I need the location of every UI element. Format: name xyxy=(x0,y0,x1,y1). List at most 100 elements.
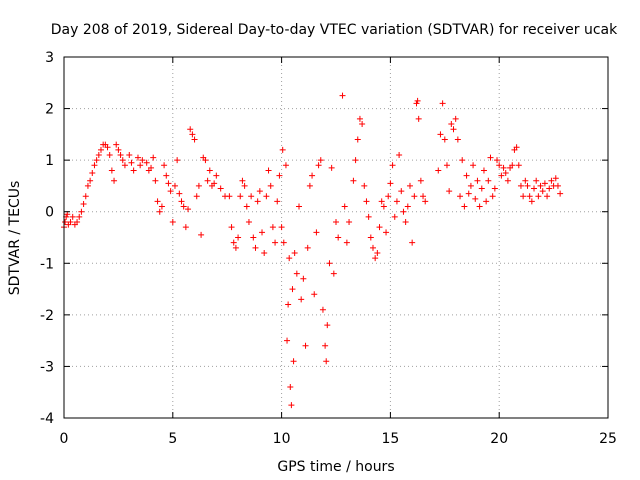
data-point xyxy=(409,239,416,246)
y-tick-label: 1 xyxy=(45,153,54,169)
data-point xyxy=(134,154,141,161)
data-point xyxy=(113,141,120,148)
x-tick-label: 25 xyxy=(599,431,617,447)
data-point xyxy=(383,229,390,236)
data-point xyxy=(437,131,444,138)
data-point xyxy=(193,193,200,200)
x-tick-label: 20 xyxy=(490,431,508,447)
data-point xyxy=(282,162,289,169)
data-point xyxy=(365,213,372,220)
data-point xyxy=(402,219,409,226)
data-point xyxy=(446,188,453,195)
y-tick-label: -4 xyxy=(40,411,54,427)
data-point xyxy=(454,136,461,143)
data-point xyxy=(323,358,330,365)
data-point xyxy=(293,270,300,277)
data-point xyxy=(150,154,157,161)
data-point xyxy=(465,190,472,197)
data-point xyxy=(279,146,286,153)
data-point xyxy=(298,296,305,303)
data-point xyxy=(452,115,459,122)
data-point xyxy=(250,234,257,241)
data-point xyxy=(385,193,392,200)
data-point xyxy=(513,144,520,151)
data-point xyxy=(165,180,172,187)
data-point xyxy=(417,177,424,184)
data-point xyxy=(265,167,272,174)
data-point xyxy=(306,182,313,189)
data-point xyxy=(317,157,324,164)
data-point xyxy=(280,239,287,246)
data-point xyxy=(443,162,450,169)
data-point xyxy=(535,193,542,200)
data-point xyxy=(232,244,239,251)
data-point xyxy=(502,170,509,177)
data-point xyxy=(74,219,81,226)
data-point xyxy=(137,162,144,169)
data-point xyxy=(435,167,442,174)
data-point xyxy=(533,177,540,184)
data-point xyxy=(93,157,100,164)
data-point xyxy=(158,203,165,210)
data-point xyxy=(291,249,298,256)
data-point xyxy=(311,291,318,298)
data-point xyxy=(289,286,296,293)
data-point xyxy=(339,92,346,99)
data-point xyxy=(315,162,322,169)
data-point xyxy=(272,239,279,246)
data-point xyxy=(235,234,242,241)
data-point xyxy=(161,162,168,169)
data-point xyxy=(217,185,224,192)
data-point xyxy=(330,270,337,277)
data-point xyxy=(287,384,294,391)
data-point xyxy=(546,185,553,192)
data-point xyxy=(80,200,87,207)
data-point xyxy=(380,203,387,210)
data-point xyxy=(237,193,244,200)
data-point xyxy=(290,358,297,365)
data-point xyxy=(374,249,381,256)
data-point xyxy=(472,195,479,202)
data-point xyxy=(548,177,555,184)
data-point xyxy=(450,126,457,133)
x-axis-label: GPS time / hours xyxy=(277,459,394,475)
data-point xyxy=(115,146,122,153)
data-point xyxy=(326,260,333,267)
data-point xyxy=(104,144,111,151)
data-point xyxy=(285,301,292,308)
data-point xyxy=(524,182,531,189)
data-point xyxy=(531,185,538,192)
data-point xyxy=(198,231,205,238)
data-point xyxy=(206,167,213,174)
data-point xyxy=(82,193,89,200)
data-point xyxy=(256,188,263,195)
data-point xyxy=(478,185,485,192)
data-point xyxy=(476,203,483,210)
data-point xyxy=(415,115,422,122)
data-point xyxy=(300,275,307,282)
data-point xyxy=(359,121,366,128)
y-tick-label: 0 xyxy=(45,205,54,221)
y-tick-label: -3 xyxy=(40,359,54,375)
data-point xyxy=(352,157,359,164)
data-point xyxy=(62,219,69,226)
data-point xyxy=(202,157,209,164)
data-point xyxy=(554,182,561,189)
data-point xyxy=(130,167,137,174)
data-point xyxy=(191,136,198,143)
y-tick-label: -1 xyxy=(40,256,54,272)
data-point xyxy=(276,172,283,179)
data-point xyxy=(457,193,464,200)
data-point xyxy=(182,224,189,231)
data-point xyxy=(335,234,342,241)
data-point xyxy=(372,255,379,262)
data-point xyxy=(483,198,490,205)
data-point xyxy=(267,182,274,189)
data-point xyxy=(400,208,407,215)
data-point xyxy=(487,154,494,161)
data-point xyxy=(333,219,339,226)
data-point xyxy=(541,180,548,187)
grid-lines xyxy=(64,57,608,418)
data-point xyxy=(491,185,498,192)
data-point xyxy=(230,239,237,246)
